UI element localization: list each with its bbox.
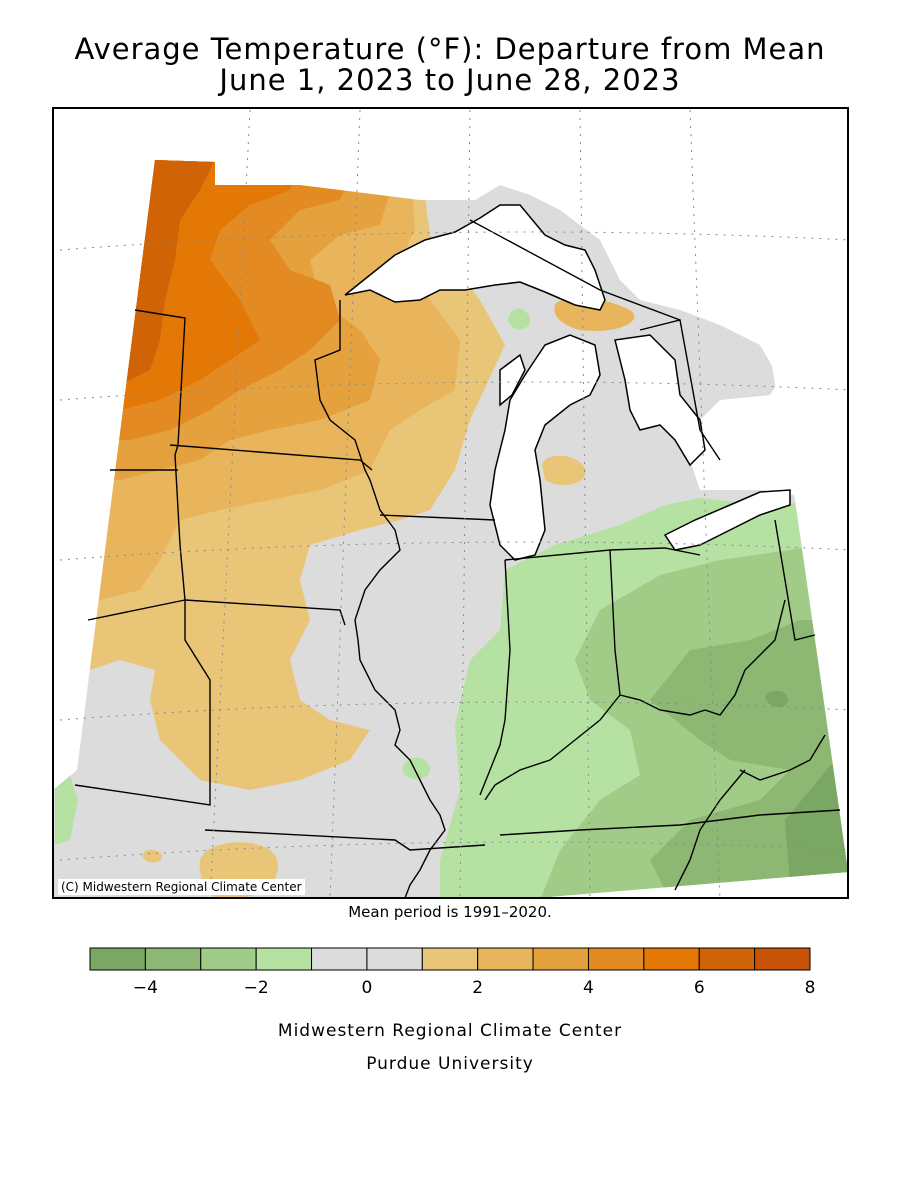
green-bay (499, 353, 526, 407)
credit-university: Purdue University (366, 1054, 534, 1074)
legend-swatch-12 (754, 947, 811, 971)
legend-swatch-4 (311, 947, 368, 971)
lake-erie (663, 489, 791, 551)
legend-swatch-1 (144, 947, 202, 971)
lake-michigan (489, 334, 601, 561)
legend-swatch-5 (366, 947, 423, 971)
legend-swatch-6 (421, 947, 479, 971)
legend-tick-label: 0 (362, 978, 373, 998)
legend-tick-label: −4 (133, 978, 158, 998)
legend-swatch-0 (89, 947, 146, 971)
lakes-and-outside (215, 108, 795, 561)
copyright-label: (C) Midwestern Regional Climate Center (58, 879, 305, 895)
cool-zone-4 (785, 760, 848, 885)
cool-spot-illinois (402, 757, 431, 780)
legend-swatch-7 (477, 947, 534, 971)
map-frame (52, 107, 849, 899)
legend-swatch-10 (643, 947, 700, 971)
legend-tick-label: 6 (694, 978, 705, 998)
cool-spot-4 (765, 690, 789, 708)
legend-tick-label: 8 (805, 978, 816, 998)
credit-organization: Midwestern Regional Climate Center (277, 1021, 623, 1041)
legend-swatch-9 (587, 947, 645, 971)
legend-tick-label: 4 (583, 978, 594, 998)
mean-period-note: Mean period is 1991–2020. (348, 903, 552, 921)
legend-tick-label: −2 (244, 978, 269, 998)
graticule (59, 109, 848, 898)
legend-swatch-11 (698, 947, 756, 971)
map-title-line1: Average Temperature (°F): Departure from… (74, 32, 826, 66)
map-title-line2: June 1, 2023 to June 28, 2023 (219, 63, 681, 97)
canada-north (215, 108, 795, 495)
cool-spot-michigan-up (508, 308, 531, 330)
legend-swatch-3 (255, 947, 313, 971)
lake-superior (344, 204, 606, 311)
legend-swatch-2 (200, 947, 257, 971)
legend-swatch-8 (532, 947, 589, 971)
cool-spot-west-edge (55, 770, 78, 845)
state-borders (74, 219, 841, 898)
warm-spot-mich (542, 455, 586, 486)
warm-spot-up-east (554, 298, 635, 331)
legend-tick-label: 2 (472, 978, 483, 998)
lake-huron (614, 334, 706, 467)
